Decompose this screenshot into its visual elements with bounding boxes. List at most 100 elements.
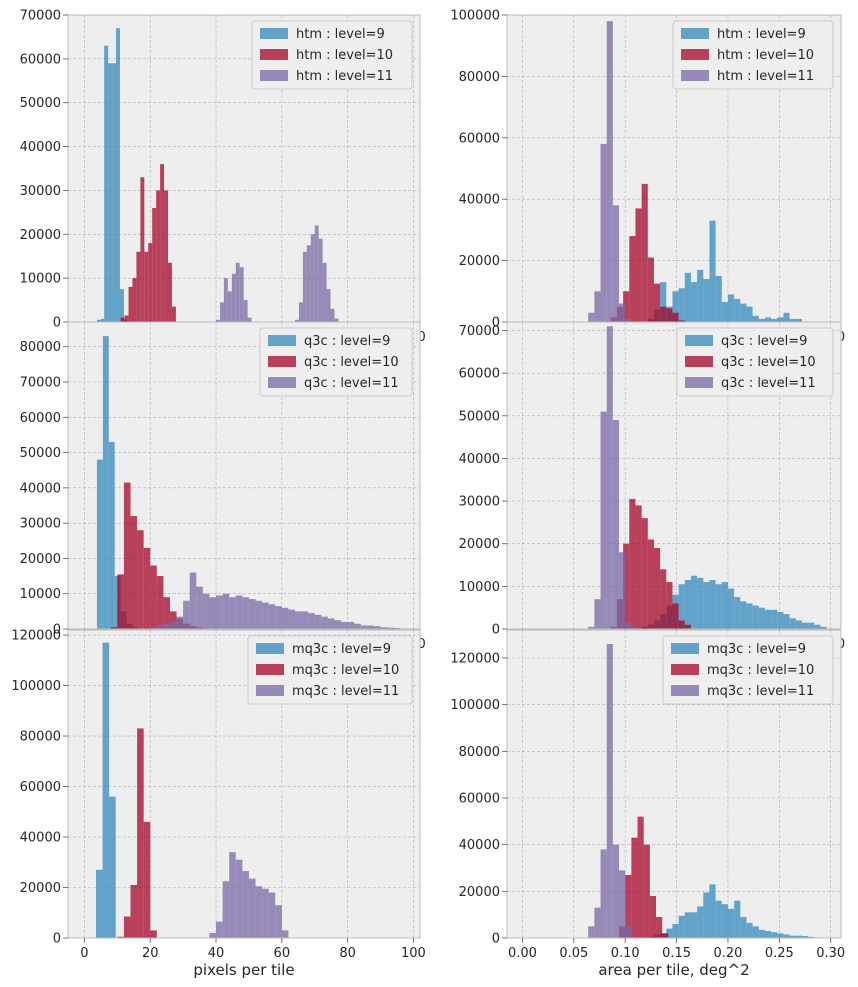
histogram-bar bbox=[124, 315, 129, 322]
y-tick-label: 40000 bbox=[20, 831, 61, 846]
histogram-bar bbox=[612, 844, 620, 938]
histogram-bar bbox=[132, 278, 137, 322]
y-tick-label: 60000 bbox=[20, 780, 61, 795]
histogram-bar bbox=[117, 574, 124, 629]
histogram-bar bbox=[814, 624, 821, 629]
histogram-bar bbox=[678, 620, 685, 629]
histogram-bar bbox=[697, 577, 704, 629]
histogram-bar bbox=[255, 600, 263, 629]
y-tick-label: 20000 bbox=[459, 254, 500, 269]
histogram-bar bbox=[119, 289, 124, 322]
histogram-bar bbox=[752, 926, 759, 938]
histogram-bar bbox=[690, 912, 698, 938]
histogram-bar bbox=[314, 225, 319, 322]
histogram-bar bbox=[631, 837, 638, 938]
histogram-bar bbox=[820, 626, 827, 629]
legend-swatch bbox=[260, 49, 288, 60]
histogram-bar bbox=[196, 586, 203, 629]
histogram-bar bbox=[314, 614, 322, 629]
histogram-bar bbox=[255, 886, 263, 938]
legend-swatch bbox=[268, 356, 296, 367]
histogram-bar bbox=[318, 238, 323, 322]
histogram-bar bbox=[684, 579, 691, 629]
legend-entry: htm : level=9 bbox=[296, 27, 385, 42]
x-tick-label: 80 bbox=[339, 946, 356, 961]
histogram-bar bbox=[100, 318, 105, 322]
histogram-bar bbox=[721, 302, 728, 322]
legend-swatch bbox=[260, 70, 288, 81]
histogram-bar bbox=[606, 326, 613, 629]
panel-q3c-pixels: 0 10000 20000 30000 40000 50000 60000 70000 8000… bbox=[20, 321, 426, 652]
legend-swatch bbox=[256, 685, 284, 696]
histogram-bar bbox=[104, 45, 109, 322]
histogram-bar bbox=[641, 518, 648, 629]
histogram-bar bbox=[690, 282, 698, 322]
legend-entry: q3c : level=9 bbox=[304, 334, 390, 349]
histogram-bar bbox=[223, 278, 228, 322]
histogram-bar bbox=[715, 275, 722, 322]
histogram-bar bbox=[321, 616, 328, 629]
panel-mq3c-area: 0 20000 40000 60000 80000 100000 120000 0.00 0.0… bbox=[450, 629, 845, 979]
histogram-bar bbox=[322, 262, 327, 322]
histogram-bar bbox=[294, 319, 299, 322]
histogram-bar bbox=[600, 143, 607, 322]
histogram-bar bbox=[656, 917, 663, 938]
histogram-bar bbox=[102, 642, 110, 938]
histogram-bar bbox=[109, 796, 116, 938]
histogram-bar bbox=[740, 917, 747, 938]
histogram-bar bbox=[227, 291, 232, 322]
histogram-bar bbox=[715, 584, 722, 629]
histogram-bar bbox=[112, 63, 117, 322]
histogram-bar bbox=[795, 935, 802, 938]
histogram-bar bbox=[808, 622, 815, 629]
y-tick-label: 60000 bbox=[20, 52, 61, 67]
histogram-bar bbox=[660, 282, 667, 322]
histogram-bar bbox=[783, 614, 790, 629]
y-tick-label: 120000 bbox=[11, 629, 61, 644]
legend: q3c : level=9 q3c : level=10 q3c : level=1… bbox=[676, 327, 834, 397]
legend-entry: htm : level=11 bbox=[717, 69, 814, 84]
histogram-bar bbox=[612, 420, 620, 629]
legend-entry: htm : level=10 bbox=[717, 48, 814, 63]
histogram-bar bbox=[330, 308, 335, 322]
panel-htm-area: 0200004000060000800001000000.000.050.100… bbox=[450, 9, 845, 346]
histogram-bar bbox=[216, 921, 223, 938]
y-tick-label: 20000 bbox=[20, 228, 61, 243]
histogram-bar bbox=[734, 597, 741, 629]
y-tick-label: 100000 bbox=[450, 9, 500, 24]
histogram-bar bbox=[150, 930, 157, 938]
histogram-bar bbox=[697, 906, 704, 938]
y-tick-label: 0 bbox=[492, 316, 500, 331]
histogram-bar bbox=[795, 318, 802, 322]
histogram-bar bbox=[380, 627, 388, 629]
legend-entry: htm : level=10 bbox=[296, 48, 393, 63]
histogram-bar bbox=[116, 28, 120, 322]
histogram-bar bbox=[137, 530, 144, 629]
legend-swatch bbox=[685, 335, 713, 346]
legend-swatch bbox=[685, 377, 713, 388]
y-tick-label: 70000 bbox=[20, 375, 61, 390]
histogram-bars bbox=[96, 28, 339, 322]
histogram-bar bbox=[606, 644, 613, 938]
legend-entry: htm : level=9 bbox=[717, 27, 806, 42]
histogram-bars bbox=[588, 644, 815, 938]
histogram-bar bbox=[727, 588, 735, 629]
y-tick-label: 20000 bbox=[459, 885, 500, 900]
histogram-bar bbox=[715, 900, 722, 938]
histogram-bar bbox=[96, 459, 103, 629]
legend: q3c : level=9 q3c : level=10 q3c : level=1… bbox=[259, 327, 413, 397]
histogram-bar bbox=[209, 932, 217, 938]
histogram-bar bbox=[120, 317, 125, 322]
legend-entry: mq3c : level=9 bbox=[707, 642, 806, 657]
histogram-bar bbox=[684, 912, 691, 938]
y-tick-label: 10000 bbox=[459, 580, 500, 595]
histogram-bar bbox=[619, 552, 626, 629]
histogram-bar bbox=[625, 926, 632, 938]
histogram-bar bbox=[709, 220, 716, 322]
histogram-bar bbox=[306, 245, 311, 322]
y-tick-label: 0 bbox=[53, 316, 61, 331]
histogram-bar bbox=[222, 593, 230, 629]
histogram-bars bbox=[588, 21, 802, 322]
histogram-bar bbox=[288, 609, 295, 629]
x-tick-label: 100 bbox=[401, 946, 426, 961]
